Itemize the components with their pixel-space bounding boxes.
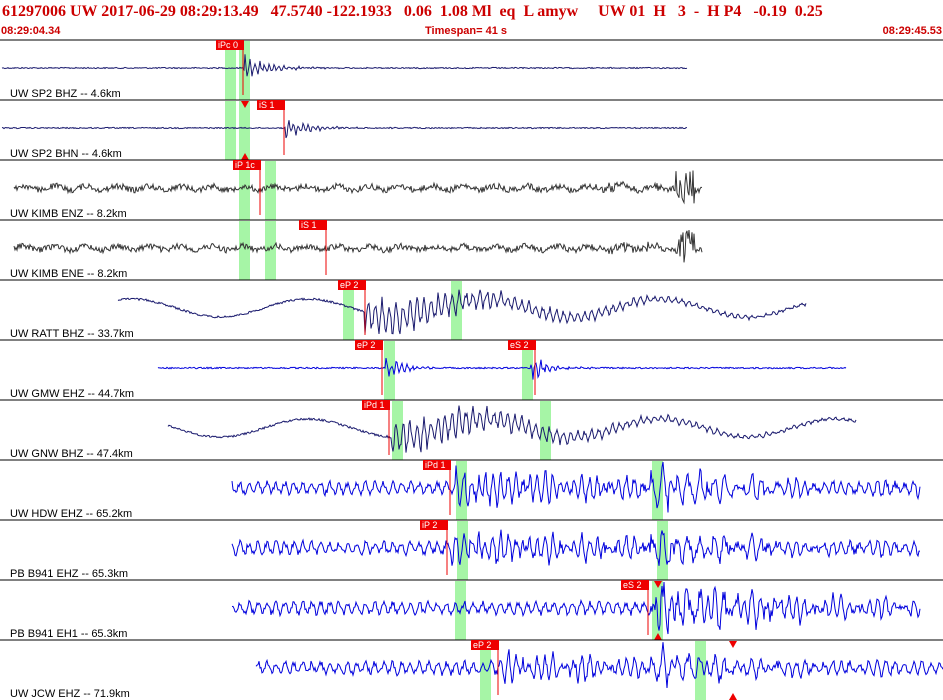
pick-window[interactable] (239, 101, 250, 160)
waveform-trace[interactable] (13, 170, 703, 205)
pick-window[interactable] (239, 221, 250, 280)
pick-window[interactable] (540, 401, 551, 460)
waveform-trace[interactable] (157, 358, 847, 380)
pick-label: eP 2 (357, 340, 375, 350)
event-header: 61297006 UW 2017-06-29 08:29:13.49 47.57… (0, 0, 943, 40)
pick-marker-up-icon (729, 693, 737, 700)
pick-window[interactable] (522, 341, 533, 400)
station-label: UW RATT BHZ -- 33.7km (10, 328, 134, 340)
pick-window[interactable] (239, 41, 250, 100)
channel-row[interactable]: eP 2 UW RATT BHZ -- 33.7km (0, 279, 943, 340)
time-start-label: 08:29:04.34 (1, 25, 61, 37)
pick-window[interactable] (225, 41, 236, 100)
channel-row[interactable]: iS 1 UW KIMB ENE -- 8.2km (0, 219, 943, 280)
pick-window[interactable] (480, 641, 491, 700)
pick-marker-down-icon (241, 101, 249, 108)
pick-window[interactable] (657, 521, 668, 580)
station-label: UW KIMB ENZ -- 8.2km (10, 208, 127, 220)
pick-label: eP 2 (340, 280, 358, 290)
pick-flag[interactable]: iP 1c (233, 160, 261, 170)
pick-marker-down-icon (654, 581, 662, 588)
pick-marker-down-icon (729, 641, 737, 648)
timespan-label: Timespan= 41 s (425, 25, 508, 37)
station-label: UW KIMB ENE -- 8.2km (10, 268, 127, 280)
channel-row[interactable]: iPc 0 UW SP2 BHZ -- 4.6km (0, 39, 943, 100)
pick-flag[interactable]: eS 2 (621, 580, 649, 590)
station-label: UW SP2 BHZ -- 4.6km (10, 88, 121, 100)
time-end-label: 08:29:45.53 (882, 25, 942, 37)
pick-window[interactable] (457, 521, 468, 580)
waveform-trace[interactable] (255, 642, 943, 689)
station-label: UW HDW EHZ -- 65.2km (10, 508, 132, 520)
channel-row[interactable]: iPd 1 UW HDW EHZ -- 65.2km (0, 459, 943, 520)
pick-flag[interactable]: eP 2 (338, 280, 366, 290)
pick-label: iPd 1 (425, 460, 446, 470)
waveform-trace[interactable] (231, 461, 921, 513)
pick-window[interactable] (265, 221, 276, 280)
station-label: UW JCW EHZ -- 71.9km (10, 688, 130, 700)
pick-label: iS 1 (259, 100, 275, 110)
pick-window[interactable] (652, 461, 663, 520)
pick-flag[interactable]: iPd 1 (423, 460, 451, 470)
pick-flag[interactable]: eS 2 (508, 340, 536, 350)
pick-flag[interactable]: iPc 0 (216, 40, 244, 50)
pick-window[interactable] (695, 641, 706, 700)
pick-flag[interactable]: eP 2 (355, 340, 383, 350)
pick-window[interactable] (343, 281, 354, 340)
pick-marker-up-icon (241, 153, 249, 160)
pick-label: eS 2 (510, 340, 529, 350)
pick-label: iP 1c (235, 160, 255, 170)
waveform-trace[interactable] (231, 581, 921, 635)
waveform-trace[interactable] (231, 529, 920, 566)
station-label: PB B941 EH1 -- 65.3km (10, 628, 127, 640)
pick-flag[interactable]: iP 2 (420, 520, 448, 530)
pick-label: eP 2 (473, 640, 491, 650)
waveform-trace[interactable] (167, 405, 857, 453)
pick-window[interactable] (239, 161, 250, 220)
time-axis-bar: 08:29:04.34 Timespan= 41 s 08:29:45.53 (0, 24, 943, 38)
event-summary-title: 61297006 UW 2017-06-29 08:29:13.49 47.57… (2, 3, 823, 20)
waveform-trace[interactable] (13, 230, 703, 263)
station-label: UW SP2 BHN -- 4.6km (10, 148, 122, 160)
pick-marker-up-icon (654, 633, 662, 640)
pick-flag[interactable]: iPd 1 (362, 400, 390, 410)
waveform-trace[interactable] (117, 289, 807, 335)
channel-row[interactable]: eS 2 PB B941 EH1 -- 65.3km (0, 579, 943, 640)
channel-row[interactable]: iS 1 UW SP2 BHN -- 4.6km (0, 99, 943, 160)
pick-label: iPc 0 (218, 40, 238, 50)
waveform-trace[interactable] (1, 120, 687, 139)
channel-row[interactable]: eP 2 UW JCW EHZ -- 71.9km (0, 639, 943, 700)
pick-label: eS 2 (623, 580, 642, 590)
pick-label: iP 2 (422, 520, 437, 530)
station-label: UW GMW EHZ -- 44.7km (10, 388, 134, 400)
pick-flag[interactable]: iS 1 (299, 220, 327, 230)
channel-row[interactable]: iP 2 PB B941 EHZ -- 65.3km (0, 519, 943, 580)
station-label: UW GNW BHZ -- 47.4km (10, 448, 133, 460)
pick-flag[interactable]: eP 2 (471, 640, 499, 650)
channel-row[interactable]: iPd 1 UW GNW BHZ -- 47.4km (0, 399, 943, 460)
pick-flag[interactable]: iS 1 (257, 100, 285, 110)
channel-row[interactable]: iP 1c UW KIMB ENZ -- 8.2km (0, 159, 943, 220)
station-label: PB B941 EHZ -- 65.3km (10, 568, 128, 580)
pick-window[interactable] (225, 101, 236, 160)
pick-label: iS 1 (301, 220, 317, 230)
waveform-trace[interactable] (1, 54, 688, 77)
pick-window[interactable] (265, 161, 276, 220)
pick-label: iPd 1 (364, 400, 385, 410)
channel-row[interactable]: eP 2 eS 2 UW GMW EHZ -- 44.7km (0, 339, 943, 400)
